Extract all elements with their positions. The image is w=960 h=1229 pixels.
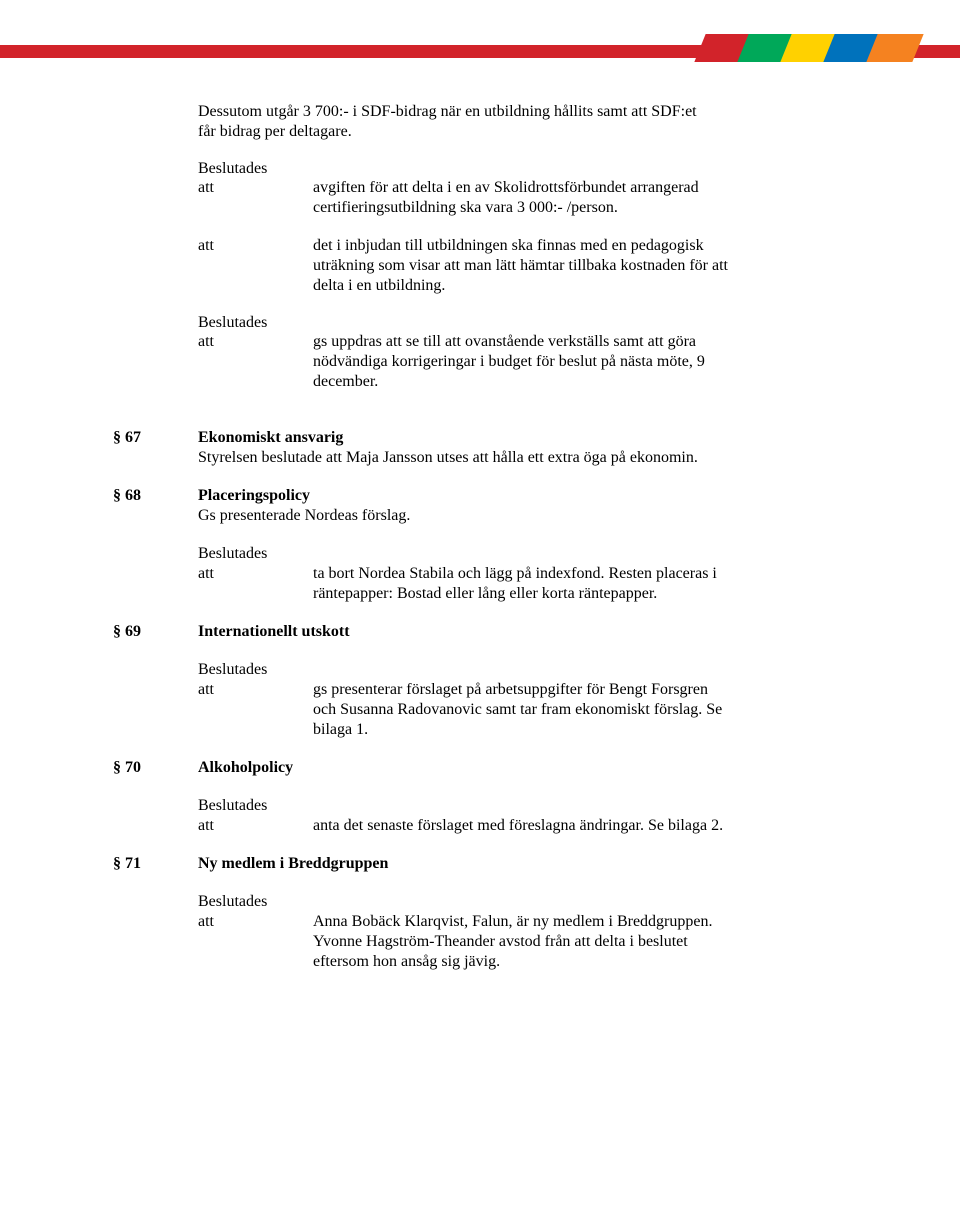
section-68: § 68Placeringspolicy Gs presenterade Nord… xyxy=(113,486,853,604)
att-text: Anna Bobäck Klarqvist, Falun, är ny medl… xyxy=(313,912,733,972)
beslutades-label: Beslutades xyxy=(198,544,738,564)
section-body: Internationellt utskott Beslutadesattgs p… xyxy=(198,622,738,740)
document-content: Dessutom utgår 3 700:- i SDF-bidrag när … xyxy=(113,102,853,990)
att-row-2: att det i inbjudan till utbildningen ska… xyxy=(198,236,853,296)
section-69: § 69Internationellt utskott Beslutadesatt… xyxy=(113,622,853,740)
section-body: Alkoholpolicy Beslutadesattanta det senas… xyxy=(198,758,738,836)
section-title: Alkoholpolicy xyxy=(198,759,293,776)
beslutades-label: Beslutades xyxy=(198,660,738,680)
beslutades-label: Beslutades xyxy=(198,892,738,912)
att-row: attanta det senaste förslaget med föresl… xyxy=(198,816,738,836)
att-row: attta bort Nordea Stabila och lägg på in… xyxy=(198,564,738,604)
intro-paragraph: Dessutom utgår 3 700:- i SDF-bidrag när … xyxy=(198,102,718,142)
section-number: § 71 xyxy=(113,854,198,972)
section-number: § 70 xyxy=(113,758,198,836)
beslutades-label-1: Beslutades xyxy=(198,160,853,178)
att-label: att xyxy=(198,912,313,972)
section-number: § 68 xyxy=(113,486,198,604)
section-body: Ny medlem i Breddgruppen BeslutadesattAnn… xyxy=(198,854,738,972)
section-number: § 67 xyxy=(113,428,198,468)
att-label: att xyxy=(198,680,313,740)
section-title: Ny medlem i Breddgruppen xyxy=(198,855,388,872)
section-title: Internationellt utskott xyxy=(198,623,350,640)
section-body-text: Styrelsen beslutade att Maja Jansson uts… xyxy=(198,448,738,468)
slant-orange xyxy=(866,34,923,62)
section-67: § 67Ekonomiskt ansvarig Styrelsen besluta… xyxy=(113,428,853,468)
att-text: anta det senaste förslaget med föreslagn… xyxy=(313,816,733,836)
header-color-bar xyxy=(0,34,960,62)
sections-container: § 67Ekonomiskt ansvarig Styrelsen besluta… xyxy=(113,428,853,972)
att-label: att xyxy=(198,236,313,296)
att-text-1: avgiften för att delta i en av Skolidrot… xyxy=(313,178,733,218)
section-body: Ekonomiskt ansvarig Styrelsen beslutade a… xyxy=(198,428,738,468)
section-title: Ekonomiskt ansvarig xyxy=(198,429,343,446)
section-body-text: Gs presenterade Nordeas förslag. xyxy=(198,506,738,526)
section-title: Placeringspolicy xyxy=(198,487,310,504)
att-label: att xyxy=(198,332,313,392)
att-text-3: gs uppdras att se till att ovanstående v… xyxy=(313,332,733,392)
beslutades-label: Beslutades xyxy=(198,796,738,816)
att-label: att xyxy=(198,816,313,836)
att-row-3: att gs uppdras att se till att ovanståen… xyxy=(198,332,853,392)
att-label: att xyxy=(198,178,313,218)
att-row: attgs presenterar förslaget på arbetsupp… xyxy=(198,680,738,740)
beslutades-label-2: Beslutades xyxy=(198,314,853,332)
att-label: att xyxy=(198,564,313,604)
att-row: attAnna Bobäck Klarqvist, Falun, är ny m… xyxy=(198,912,738,972)
section-body: Placeringspolicy Gs presenterade Nordeas … xyxy=(198,486,738,604)
att-text: gs presenterar förslaget på arbetsuppgif… xyxy=(313,680,733,740)
att-text-2: det i inbjudan till utbildningen ska fin… xyxy=(313,236,733,296)
section-number: § 69 xyxy=(113,622,198,740)
section-71: § 71Ny medlem i Breddgruppen Beslutadesat… xyxy=(113,854,853,972)
section-70: § 70Alkoholpolicy Beslutadesattanta det s… xyxy=(113,758,853,836)
att-row-1: att avgiften för att delta i en av Skoli… xyxy=(198,178,853,218)
header-slant-group xyxy=(703,34,918,62)
att-text: ta bort Nordea Stabila och lägg på index… xyxy=(313,564,733,604)
